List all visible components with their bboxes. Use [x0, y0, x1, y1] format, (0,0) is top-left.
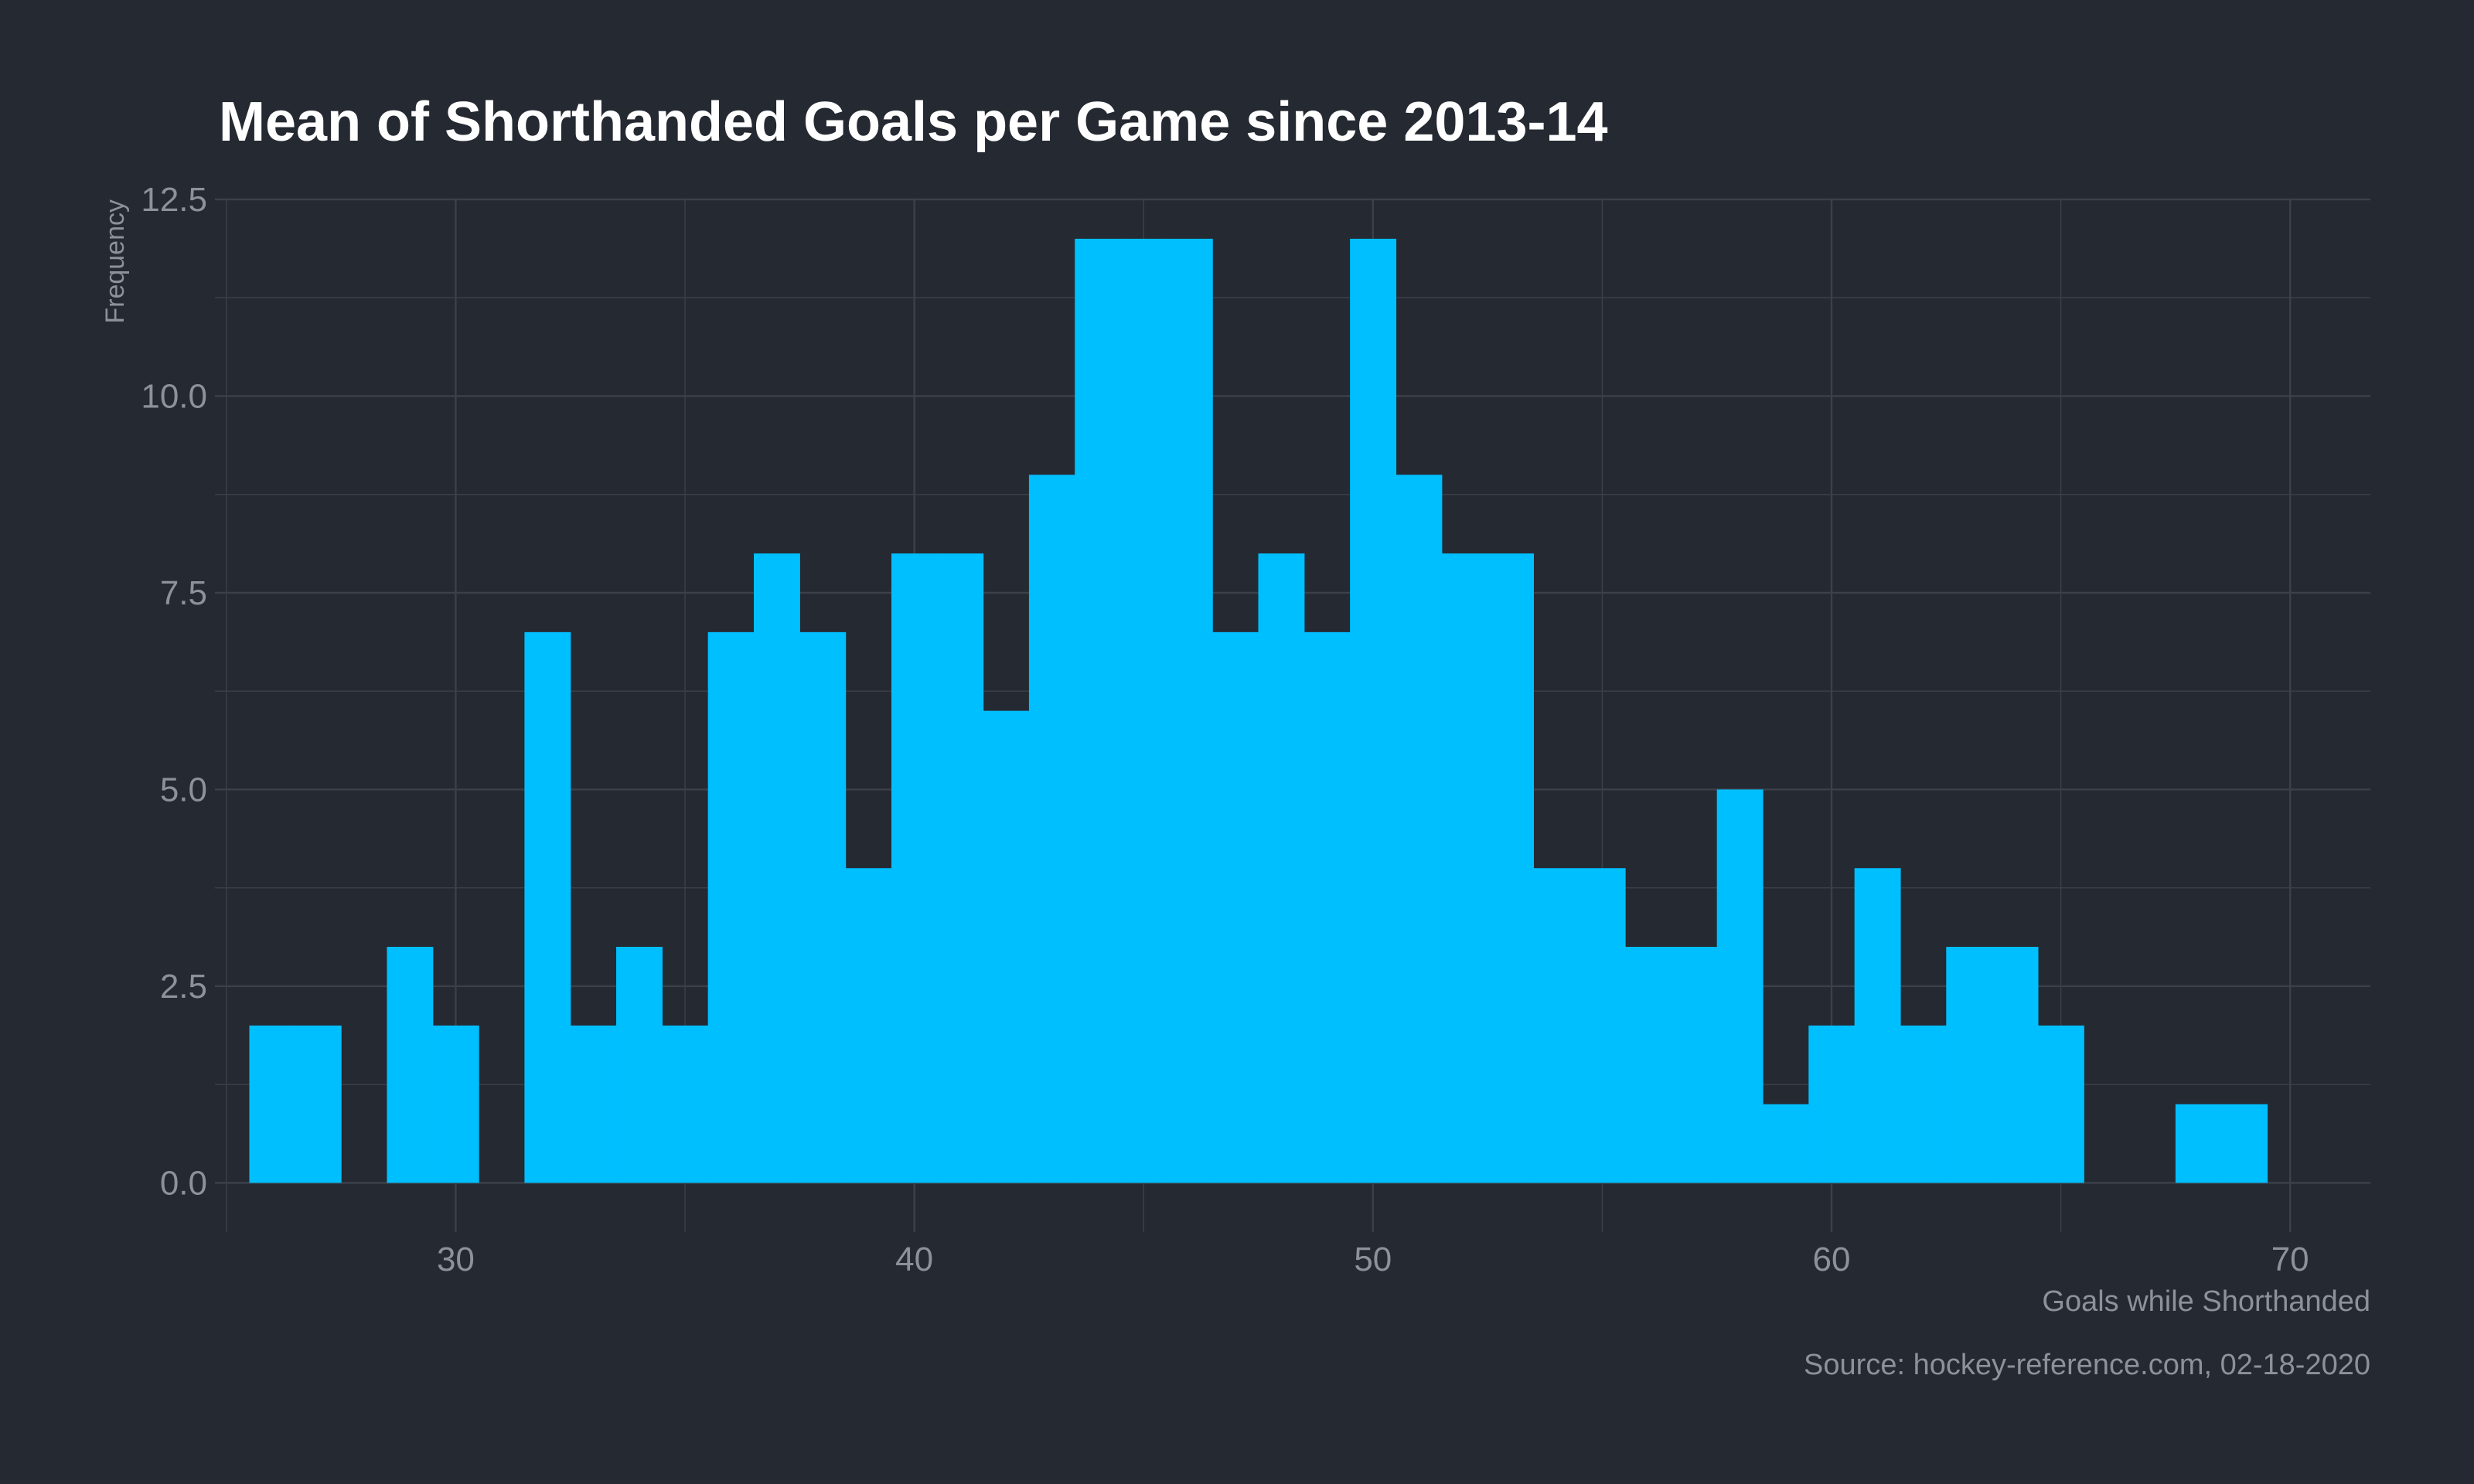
- histogram-bar: [891, 553, 938, 1183]
- histogram-bar: [387, 947, 434, 1183]
- histogram-bar: [1671, 947, 1718, 1183]
- histogram-bar: [1303, 631, 1351, 1183]
- x-tick-label: 50: [1354, 1241, 1392, 1278]
- histogram-bar: [1350, 238, 1397, 1183]
- y-tick-label: 2.5: [160, 968, 207, 1006]
- x-tick-label: 60: [1813, 1241, 1851, 1278]
- histogram-bar: [1212, 631, 1259, 1183]
- histogram-bar: [1166, 238, 1213, 1183]
- histogram-bar: [1992, 947, 2039, 1183]
- histogram-bar: [1854, 868, 1901, 1183]
- histogram-bar: [983, 710, 1030, 1183]
- histogram-bar: [1533, 868, 1580, 1183]
- histogram-bar: [616, 947, 663, 1183]
- y-tick-label: 7.5: [160, 574, 207, 612]
- histogram-bar: [1579, 868, 1626, 1183]
- histogram-bar: [845, 868, 892, 1183]
- chart-title: Mean of Shorthanded Goals per Game since…: [219, 91, 1608, 153]
- histogram-bar: [799, 631, 847, 1183]
- histogram-bar: [1487, 553, 1535, 1183]
- y-tick-label: 12.5: [141, 181, 207, 219]
- histogram-bar: [707, 631, 755, 1183]
- histogram-bar: [1900, 1025, 1947, 1183]
- y-tick-labels: 0.0 2.5 5.0 7.5 10.0 12.5: [141, 181, 207, 1202]
- source-caption: Source: hockey-reference.com, 02-18-2020: [1804, 1349, 2370, 1381]
- y-axis-title: Frequency: [101, 199, 130, 324]
- y-tick-label: 10.0: [141, 377, 207, 415]
- histogram-bar: [662, 1025, 709, 1183]
- x-tick-label: 70: [2271, 1241, 2309, 1278]
- histogram-bar: [1625, 947, 1671, 1183]
- histogram-bars: [249, 238, 2268, 1183]
- histogram-bar: [570, 1025, 617, 1183]
- histogram-bar: [1441, 553, 1488, 1183]
- histogram-bar: [432, 1025, 479, 1183]
- x-tick-label: 40: [895, 1241, 933, 1278]
- histogram-bar: [2175, 1104, 2222, 1183]
- histogram-bar: [1763, 1104, 1809, 1183]
- histogram-bar: [2221, 1104, 2268, 1183]
- y-tick-label: 0.0: [160, 1164, 207, 1202]
- histogram-bar: [1120, 238, 1167, 1183]
- histogram-bar: [1808, 1025, 1855, 1183]
- histogram-bar: [1028, 475, 1075, 1183]
- histogram-bar: [937, 553, 984, 1183]
- x-tick-label: 30: [437, 1241, 475, 1278]
- histogram-bar: [249, 1025, 296, 1183]
- x-axis-title: Goals while Shorthanded: [2042, 1285, 2370, 1318]
- histogram-bar: [1395, 475, 1443, 1183]
- histogram-bar: [524, 631, 571, 1183]
- histogram-bar: [1946, 947, 1993, 1183]
- x-tick-labels: 30 40 50 60 70: [437, 1241, 2309, 1278]
- histogram-bar: [1258, 553, 1305, 1183]
- histogram-bar: [754, 553, 800, 1183]
- y-tick-label: 5.0: [160, 771, 207, 808]
- histogram-bar: [295, 1025, 342, 1183]
- histogram-bar: [1075, 238, 1122, 1183]
- histogram-bar: [1716, 789, 1763, 1183]
- histogram-bar: [2037, 1025, 2084, 1183]
